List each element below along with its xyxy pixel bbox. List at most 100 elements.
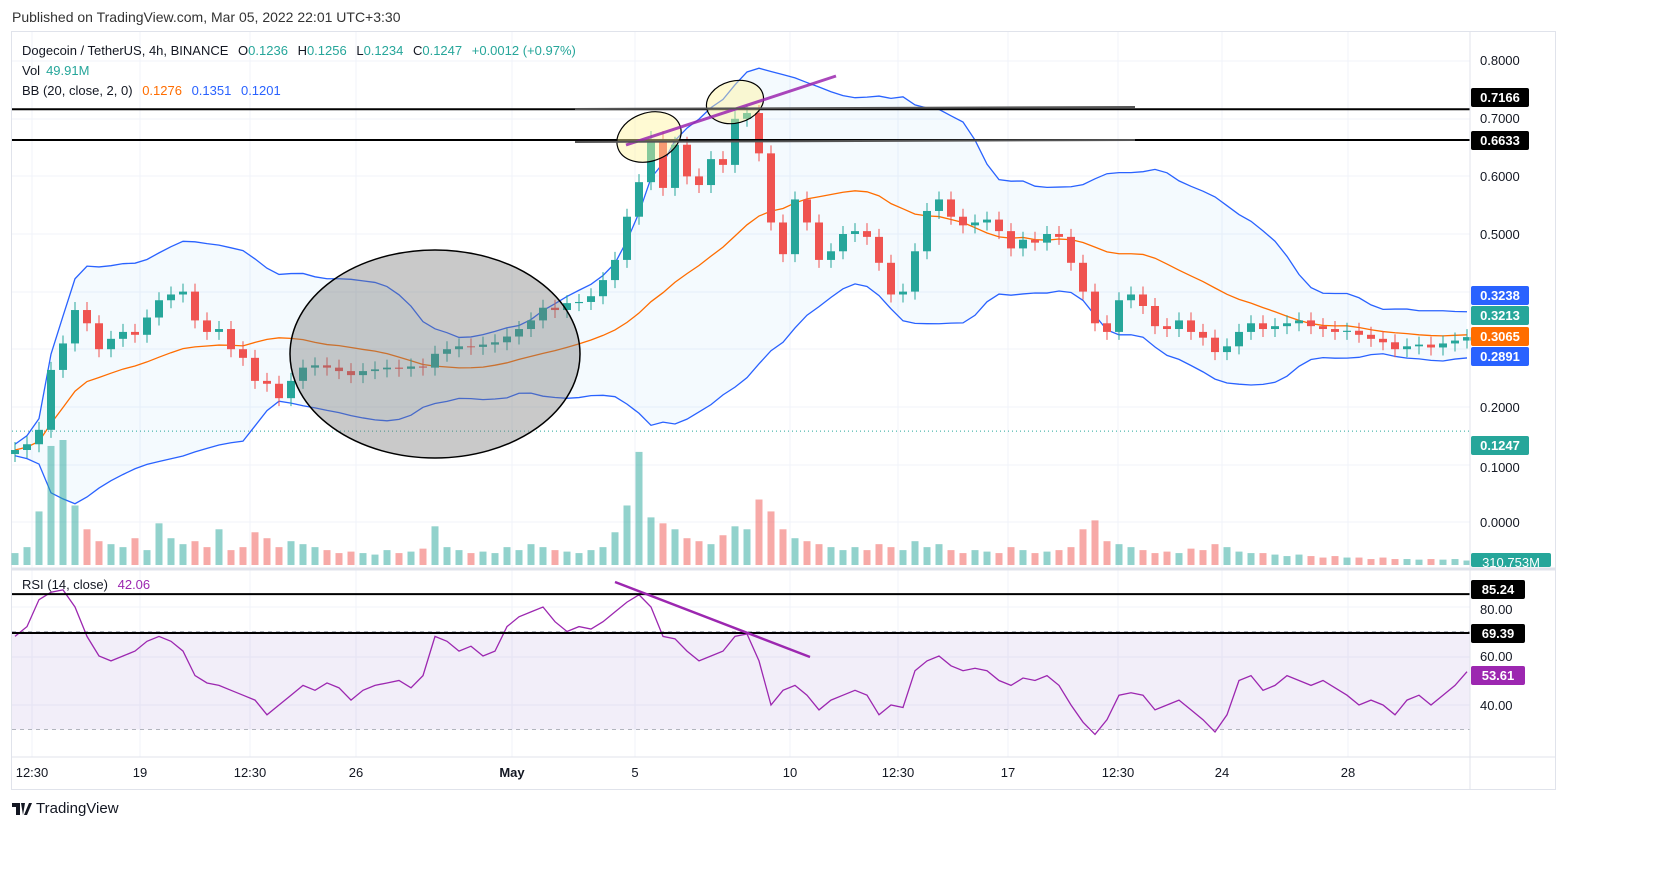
- trendline-rsi[interactable]: [614, 580, 811, 659]
- bb-lower-value: 0.1201: [240, 83, 281, 98]
- volume-bar: [695, 541, 703, 565]
- volume-bar: [887, 547, 895, 565]
- volume-bar: [143, 550, 151, 565]
- volume-bar: [47, 445, 55, 565]
- trendline-price[interactable]: [625, 74, 837, 147]
- bb-basis-value: 0.1276: [142, 83, 182, 98]
- volume-bar: [1295, 554, 1303, 565]
- candle-body: [119, 331, 127, 339]
- gray-circle-drawing[interactable]: [289, 249, 581, 459]
- close-price-label: 0.1247: [1471, 436, 1529, 455]
- price-tick: 0.8000: [1480, 53, 1520, 68]
- time-tick: 5: [631, 765, 639, 780]
- volume-bar: [203, 547, 211, 565]
- candle-body: [1139, 294, 1147, 306]
- candle-body: [1007, 231, 1015, 249]
- volume-bar: [1403, 559, 1411, 565]
- legend-volume-row[interactable]: Vol 49.91M: [22, 63, 90, 78]
- volume-bar: [1163, 551, 1171, 565]
- volume-bar: [1355, 557, 1363, 565]
- rsi-last-label: 53.61: [1471, 666, 1525, 685]
- legend-bb-row[interactable]: BB (20, close, 2, 0) 0.1276 0.1351 0.120…: [22, 83, 281, 98]
- volume-bar: [1199, 550, 1207, 565]
- candle-body: [95, 323, 103, 350]
- candle-body: [863, 231, 871, 237]
- candle-body: [275, 383, 283, 399]
- candle-body: [1211, 337, 1219, 353]
- volume-bar: [911, 541, 919, 565]
- volume-bar: [515, 550, 523, 565]
- volume-bar: [1463, 560, 1471, 565]
- volume-bars: [11, 440, 1471, 565]
- volume-bar: [1211, 544, 1219, 565]
- candle-body: [719, 159, 727, 165]
- candle-body: [1043, 234, 1051, 243]
- volume-bar: [1175, 553, 1183, 565]
- volume-bar: [935, 544, 943, 565]
- price-tick: 0.5000: [1480, 227, 1520, 242]
- candle-body: [1187, 320, 1195, 332]
- change-value: +0.0012 (+0.97%): [471, 43, 576, 58]
- candle-body: [527, 320, 535, 330]
- volume-bar: [1319, 557, 1327, 565]
- time-tick: 28: [1340, 765, 1356, 780]
- volume-bar: [803, 541, 811, 565]
- candle-body: [995, 219, 1003, 232]
- volume-bar: [671, 529, 679, 565]
- level-low-label: 0.6633: [1471, 131, 1529, 150]
- volume-bar: [1019, 550, 1027, 565]
- candle-body: [1295, 320, 1303, 324]
- volume-bar: [227, 550, 235, 565]
- volume-bar: [251, 532, 259, 565]
- rsi-band-fill: [12, 631, 1470, 730]
- volume-bar: [491, 553, 499, 565]
- candle-body: [563, 303, 571, 311]
- time-tick: 24: [1214, 765, 1230, 780]
- volume-bar: [59, 440, 67, 565]
- price-tick: 0.6000: [1480, 169, 1520, 184]
- candle-body: [71, 310, 79, 344]
- volume-bar: [359, 553, 367, 565]
- volume-bar: [371, 554, 379, 565]
- candle-body: [335, 367, 343, 372]
- volume-bar: [1031, 553, 1039, 565]
- bb-upper-label: 0.3238: [1471, 286, 1529, 305]
- candle-body: [167, 294, 175, 301]
- candle-body: [431, 353, 439, 368]
- bb-lower-label: 0.2891: [1471, 347, 1529, 366]
- volume-bar: [875, 544, 883, 565]
- volume-bar: [683, 538, 691, 565]
- volume-bar: [587, 550, 595, 565]
- legend-rsi-row[interactable]: RSI (14, close) 42.06: [22, 577, 151, 592]
- candle-body: [503, 336, 511, 343]
- volume-bar: [995, 553, 1003, 565]
- candle-body: [1331, 329, 1339, 332]
- time-tick: May: [499, 765, 525, 780]
- price-tick: 0.0000: [1480, 515, 1520, 530]
- volume-bar: [419, 548, 427, 565]
- candle-body: [107, 338, 115, 350]
- volume-bar: [1139, 550, 1147, 565]
- candle-body: [755, 113, 763, 154]
- legend-symbol-row[interactable]: Dogecoin / TetherUS, 4h, BINANCE O0.1236…: [22, 43, 576, 58]
- volume-bar: [1103, 541, 1111, 565]
- candle-body: [479, 344, 487, 347]
- volume-bar: [407, 551, 415, 565]
- price-tick: 0.2000: [1480, 400, 1520, 415]
- volume-bar: [395, 553, 403, 565]
- volume-bar: [455, 550, 463, 565]
- candle-body: [1235, 331, 1243, 347]
- candle-body: [647, 138, 655, 183]
- time-tick: 19: [132, 765, 148, 780]
- volume-bar: [959, 553, 967, 565]
- volume-bar: [743, 529, 751, 565]
- rsi-pane: [12, 589, 1470, 736]
- candle-body: [671, 144, 679, 188]
- volume-bar: [275, 547, 283, 565]
- candle-body: [1151, 306, 1159, 327]
- time-tick: 12:30: [233, 765, 267, 780]
- volume-bar: [1391, 559, 1399, 565]
- tradingview-logo[interactable]: TradingView: [12, 800, 119, 817]
- volume-bar: [239, 547, 247, 565]
